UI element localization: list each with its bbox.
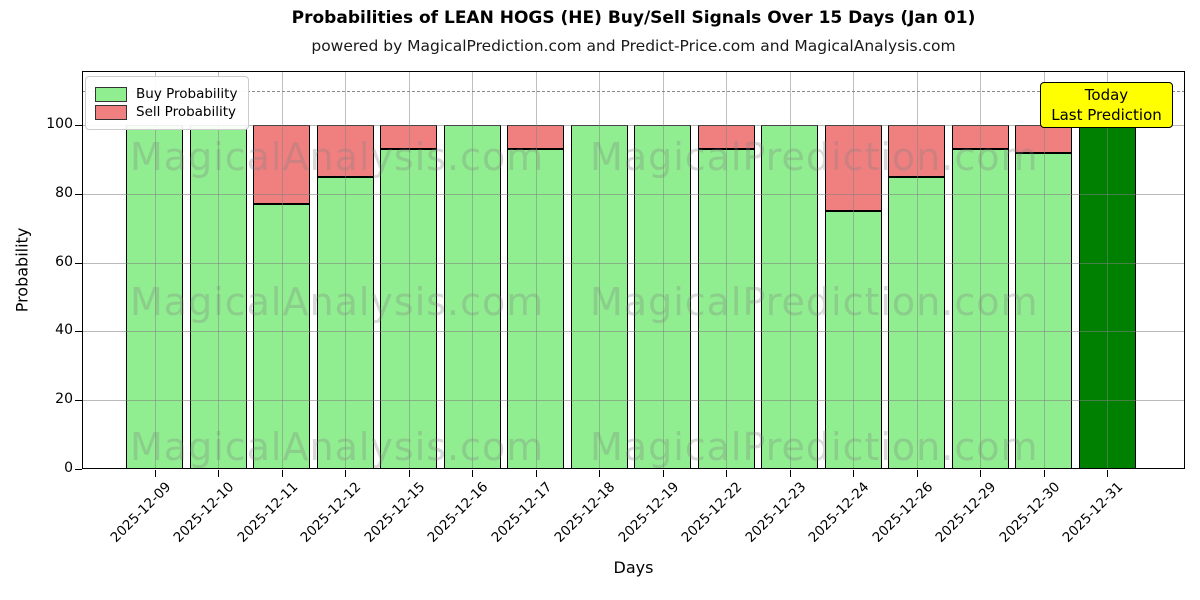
y-tick-mark (75, 193, 82, 195)
x-tick-mark (154, 470, 156, 477)
x-tick-mark (345, 470, 346, 477)
horizontal-gridline (82, 193, 1185, 195)
vertical-gridline (789, 71, 791, 469)
threshold-dashed-line (82, 90, 1185, 92)
x-tick-mark (1107, 470, 1108, 477)
y-tick-label: 100 (46, 116, 73, 132)
vertical-gridline (408, 71, 410, 469)
x-tick-mark (662, 470, 664, 477)
x-tick-mark (916, 470, 918, 477)
y-tick-label: 20 (55, 391, 73, 408)
plot-area: Buy Probability Sell Probability Today L… (82, 71, 1185, 469)
vertical-gridline (154, 71, 156, 469)
vertical-gridline (662, 71, 664, 469)
y-tick-mark (75, 331, 82, 333)
x-tick-mark (408, 470, 410, 477)
x-tick-mark (726, 470, 727, 477)
x-tick-mark (535, 470, 537, 477)
buy-color-swatch (95, 86, 127, 102)
y-tick-mark (75, 400, 82, 402)
y-axis-label: Probability (12, 227, 32, 313)
y-tick-label: 60 (55, 253, 73, 270)
horizontal-gridline (82, 400, 1185, 402)
x-tick-mark (599, 470, 600, 477)
vertical-gridline (726, 71, 727, 469)
legend: Buy Probability Sell Probability (85, 76, 250, 130)
vertical-gridline (535, 71, 537, 469)
chart-title: Probabilities of LEAN HOGS (HE) Buy/Sell… (291, 8, 976, 28)
x-tick-mark (789, 470, 791, 477)
x-axis-label: Days (613, 558, 654, 577)
vertical-gridline (1107, 71, 1108, 469)
vertical-gridline (853, 71, 854, 469)
vertical-gridline (980, 71, 981, 469)
annotation-line-1: Today (1084, 86, 1129, 104)
x-tick-mark (1043, 470, 1045, 477)
y-tick-label: 40 (55, 322, 73, 339)
x-tick-mark (218, 470, 219, 477)
legend-item-buy: Buy Probability (95, 86, 237, 102)
vertical-gridline (1043, 71, 1045, 469)
sell-color-swatch (95, 104, 127, 120)
vertical-gridline (916, 71, 918, 469)
x-tick-mark (980, 470, 981, 477)
y-tick-mark (75, 469, 82, 470)
vertical-gridline (281, 71, 283, 469)
legend-item-sell: Sell Probability (95, 104, 237, 120)
y-tick-label: 80 (55, 184, 73, 201)
horizontal-gridline (82, 331, 1185, 333)
vertical-gridline (345, 71, 346, 469)
x-tick-mark (472, 470, 473, 477)
legend-label-sell: Sell Probability (136, 104, 237, 120)
y-tick-mark (75, 262, 82, 264)
annotation-line-2: Last Prediction (1051, 106, 1162, 124)
legend-label-buy: Buy Probability (136, 86, 238, 102)
vertical-gridline (599, 71, 600, 469)
y-tick-label: 0 (64, 460, 73, 476)
horizontal-gridline (82, 125, 1185, 126)
vertical-gridline (472, 71, 473, 469)
y-tick-mark (75, 125, 82, 126)
x-tick-mark (853, 470, 854, 477)
x-tick-mark (281, 470, 283, 477)
vertical-gridline (218, 71, 219, 469)
today-annotation: Today Last Prediction (1040, 82, 1173, 128)
horizontal-gridline (82, 262, 1185, 264)
chart-subtitle: powered by MagicalPrediction.com and Pre… (311, 37, 956, 55)
